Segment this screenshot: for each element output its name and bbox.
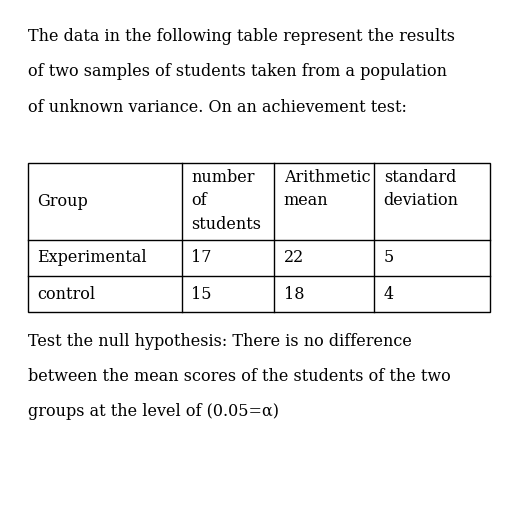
Text: 15: 15 bbox=[191, 286, 212, 302]
Text: of two samples of students taken from a population: of two samples of students taken from a … bbox=[28, 63, 447, 80]
Text: Arithmetic
mean: Arithmetic mean bbox=[284, 169, 370, 209]
Text: 5: 5 bbox=[384, 250, 394, 266]
Text: of unknown variance. On an achievement test:: of unknown variance. On an achievement t… bbox=[28, 99, 407, 116]
Text: 17: 17 bbox=[191, 250, 212, 266]
Text: Experimental: Experimental bbox=[37, 250, 147, 266]
Text: between the mean scores of the students of the two: between the mean scores of the students … bbox=[28, 368, 451, 385]
Bar bbox=[28, 163, 490, 312]
Text: Group: Group bbox=[37, 193, 88, 209]
Text: standard
deviation: standard deviation bbox=[384, 169, 459, 209]
Text: The data in the following table represent the results: The data in the following table represen… bbox=[28, 28, 455, 45]
Text: control: control bbox=[37, 286, 95, 302]
Text: 22: 22 bbox=[284, 250, 304, 266]
Text: number
of
students: number of students bbox=[191, 169, 261, 233]
Text: Test the null hypothesis: There is no difference: Test the null hypothesis: There is no di… bbox=[28, 333, 412, 350]
Text: 4: 4 bbox=[384, 286, 394, 302]
Text: groups at the level of (0.05=α): groups at the level of (0.05=α) bbox=[28, 403, 279, 420]
Text: 18: 18 bbox=[284, 286, 304, 302]
